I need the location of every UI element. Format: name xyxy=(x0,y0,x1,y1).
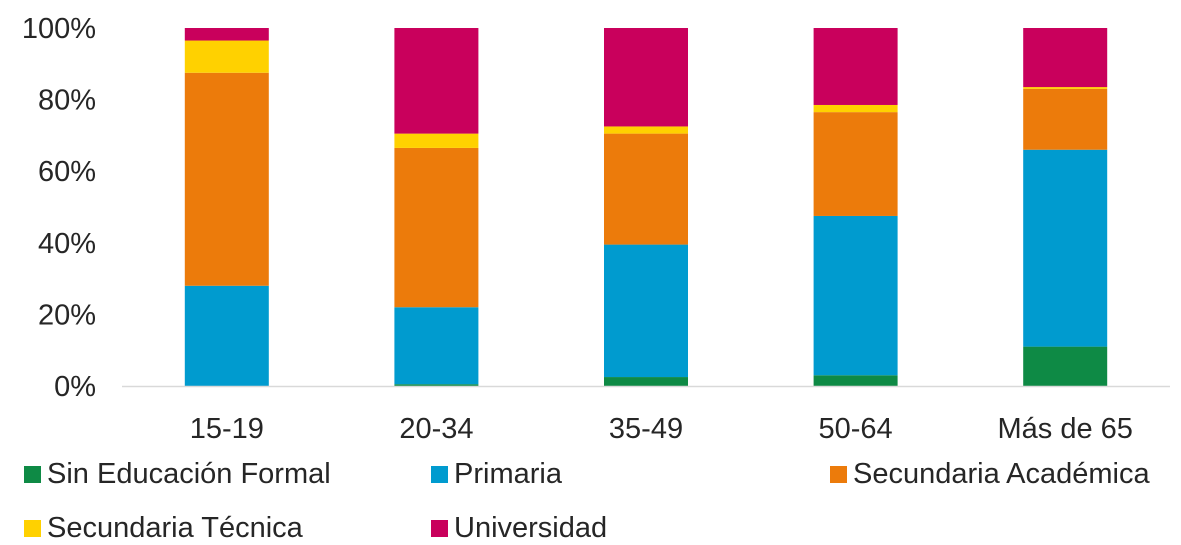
bar-segment xyxy=(813,112,898,216)
bar-segment xyxy=(394,28,479,134)
bar-segment xyxy=(394,133,479,148)
bar-segment xyxy=(604,377,688,386)
bar-segment xyxy=(813,375,898,386)
legend-item: Secundaria Técnica xyxy=(24,512,303,545)
x-tick-label: 50-64 xyxy=(819,413,893,445)
legend-swatch xyxy=(431,466,448,483)
bar-segment xyxy=(1023,346,1108,386)
bar-segment xyxy=(604,126,688,134)
y-tick-label: 100% xyxy=(22,13,96,45)
bar-segment xyxy=(184,40,269,73)
bar-segment xyxy=(604,28,688,127)
bar-segment xyxy=(184,28,269,41)
bar-segment xyxy=(1023,88,1108,150)
x-tick-label: 35-49 xyxy=(609,413,683,445)
bar-segment xyxy=(813,28,898,105)
bar-segment xyxy=(184,285,269,386)
y-tick-label: 0% xyxy=(54,371,96,403)
x-tick-label: 20-34 xyxy=(399,413,473,445)
bar-segment xyxy=(394,384,479,386)
stacked-bar-chart: 0% 20% 40% 60% 80% 100% 15-19 20-34 35-49 50-64 M… xyxy=(22,13,1170,445)
x-tick-label: 15-19 xyxy=(190,413,264,445)
bar-segment xyxy=(1023,28,1108,88)
bar-segment xyxy=(1023,87,1108,89)
legend-item: Primaria xyxy=(431,458,562,491)
bar-segment xyxy=(604,133,688,245)
bar-segment xyxy=(394,147,479,308)
legend: Sin Educación Formal Primaria Secundaria A… xyxy=(0,458,1181,545)
legend-item: Universidad xyxy=(431,512,607,545)
legend-item: Secundaria Académica xyxy=(830,458,1150,491)
legend-item: Sin Educación Formal xyxy=(24,458,331,491)
bar-segment xyxy=(813,215,898,376)
bar-segment xyxy=(813,104,898,113)
legend-label: Universidad xyxy=(454,512,608,544)
y-axis-ticks: 0% 20% 40% 60% 80% 100% xyxy=(22,13,96,403)
bar-segment xyxy=(604,244,688,378)
y-tick-label: 80% xyxy=(38,85,96,117)
legend-label: Secundaria Académica xyxy=(853,458,1150,490)
bar-segment xyxy=(1023,149,1108,347)
x-tick-label: Más de 65 xyxy=(997,413,1132,445)
y-tick-label: 60% xyxy=(38,156,96,188)
legend-swatch xyxy=(24,466,41,483)
y-tick-label: 20% xyxy=(38,299,96,331)
legend-swatch xyxy=(830,466,847,483)
legend-swatch xyxy=(24,520,41,537)
legend-label: Secundaria Técnica xyxy=(47,512,303,544)
y-tick-label: 40% xyxy=(38,228,96,260)
bar-segment xyxy=(394,307,479,385)
bars xyxy=(184,28,1108,386)
legend-label: Primaria xyxy=(454,458,562,490)
x-axis-ticks: 15-19 20-34 35-49 50-64 Más de 65 xyxy=(190,413,1133,445)
legend-swatch xyxy=(431,520,448,537)
legend-label: Sin Educación Formal xyxy=(47,458,331,490)
bar-segment xyxy=(184,72,269,286)
